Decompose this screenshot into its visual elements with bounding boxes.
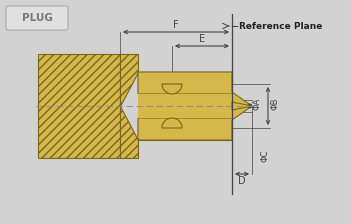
Polygon shape: [38, 54, 120, 158]
Text: Reference Plane: Reference Plane: [239, 22, 322, 30]
Polygon shape: [138, 106, 252, 140]
Text: PLUG: PLUG: [21, 13, 52, 23]
Text: ΦB: ΦB: [271, 98, 280, 110]
Polygon shape: [120, 106, 138, 158]
Text: D: D: [238, 176, 246, 186]
Polygon shape: [138, 72, 252, 106]
FancyBboxPatch shape: [6, 6, 68, 30]
Text: E: E: [199, 34, 205, 44]
Text: ΦA: ΦA: [253, 98, 262, 110]
Polygon shape: [232, 102, 252, 110]
Wedge shape: [162, 118, 182, 128]
Polygon shape: [138, 128, 232, 140]
Text: ΦC: ΦC: [260, 150, 269, 162]
Polygon shape: [138, 72, 232, 84]
Wedge shape: [162, 84, 182, 94]
Text: F: F: [173, 20, 179, 30]
Polygon shape: [138, 94, 232, 118]
Polygon shape: [120, 54, 138, 106]
